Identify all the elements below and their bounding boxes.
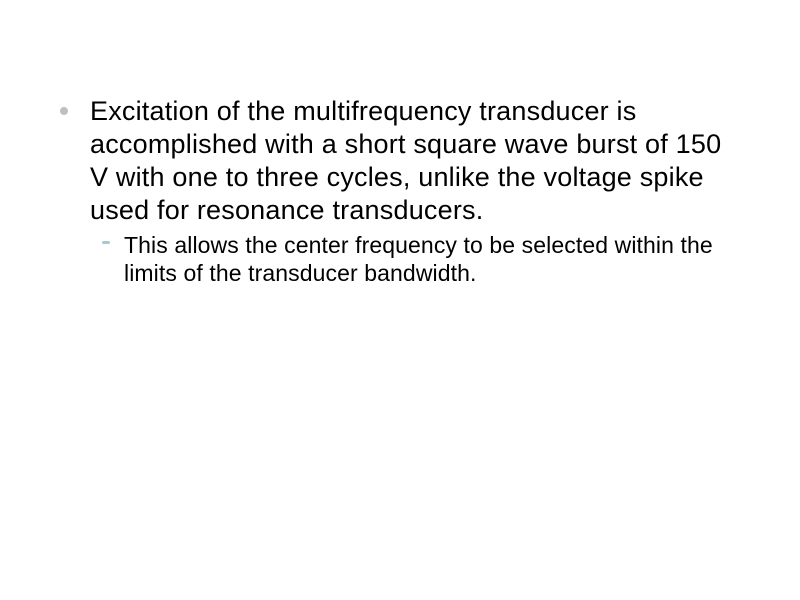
main-bullet-item: Excitation of the multifrequency transdu… xyxy=(60,95,740,227)
main-bullet-marker xyxy=(60,107,68,115)
slide-container: Excitation of the multifrequency transdu… xyxy=(0,0,800,600)
sub-bullet-text: This allows the center frequency to be s… xyxy=(124,231,740,287)
sub-bullet-item: This allows the center frequency to be s… xyxy=(102,231,740,287)
sub-bullet-marker xyxy=(102,241,110,244)
main-bullet-text: Excitation of the multifrequency transdu… xyxy=(90,95,740,227)
